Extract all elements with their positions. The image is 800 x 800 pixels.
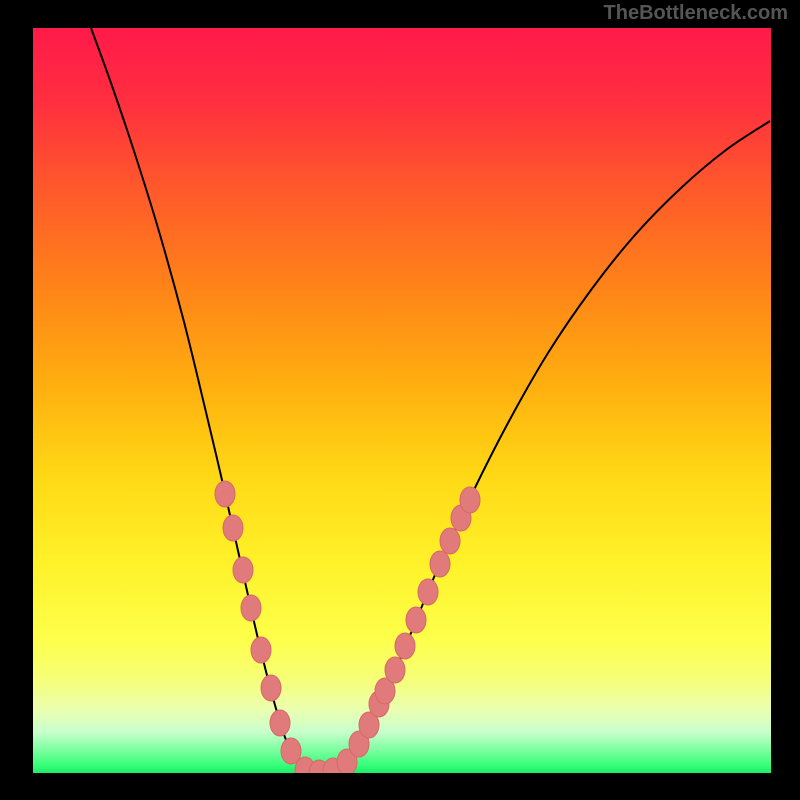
data-marker xyxy=(430,551,450,577)
data-marker xyxy=(215,481,235,507)
curve-left-branch xyxy=(91,28,321,773)
data-marker xyxy=(241,595,261,621)
data-marker xyxy=(460,487,480,513)
curve-layer xyxy=(33,28,771,773)
data-marker xyxy=(270,710,290,736)
data-marker xyxy=(406,607,426,633)
data-marker xyxy=(261,675,281,701)
data-marker xyxy=(223,515,243,541)
data-marker xyxy=(395,633,415,659)
data-marker xyxy=(418,579,438,605)
watermark-text: TheBottleneck.com xyxy=(604,2,788,25)
data-marker xyxy=(385,657,405,683)
data-marker xyxy=(233,557,253,583)
data-marker xyxy=(440,528,460,554)
data-marker xyxy=(251,637,271,663)
chart-plot-area xyxy=(33,28,771,773)
